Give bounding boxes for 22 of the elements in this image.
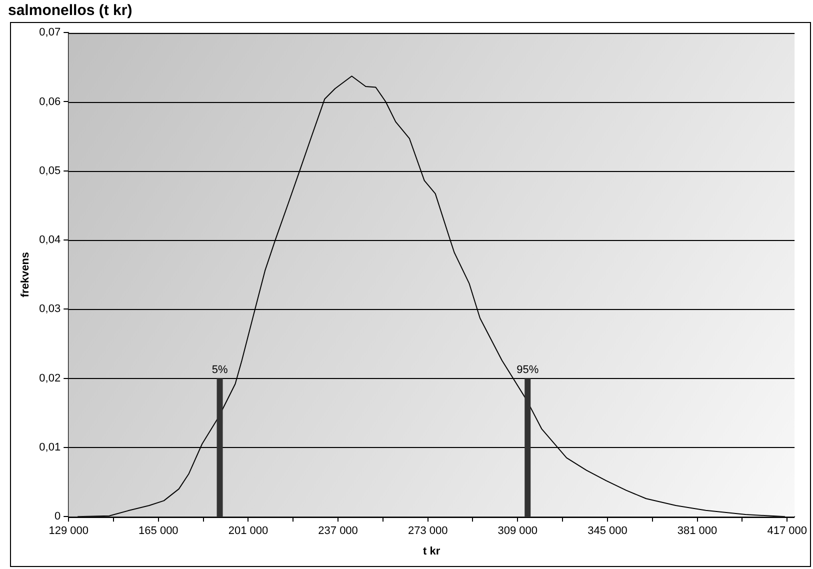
y-tick-label: 0,06 <box>39 96 61 108</box>
y-tick-label: 0,03 <box>39 303 61 316</box>
y-tick-label: 0,01 <box>39 441 61 454</box>
x-tick-label: 273 000 <box>408 525 448 538</box>
y-tick-label: 0,04 <box>39 234 61 246</box>
chart-title: salmonellos (t kr) <box>7 1 134 21</box>
x-tick-label: 345 000 <box>588 525 628 538</box>
x-axis-title: t kr <box>423 545 441 558</box>
y-axis-title: frekvens <box>20 252 32 298</box>
annotation: 5% <box>212 364 228 376</box>
x-tick-label: 417 000 <box>767 525 807 538</box>
y-tick-label: 0,07 <box>39 26 61 39</box>
x-tick-label: 165 000 <box>138 525 178 538</box>
y-tick-label: 0,02 <box>39 372 61 384</box>
x-tick-label: 201 000 <box>228 525 268 538</box>
y-tick-label: 0,05 <box>39 164 61 177</box>
y-tick-label: 0 <box>54 510 61 523</box>
x-tick-label: 381 000 <box>677 525 718 538</box>
x-tick-label: 309 000 <box>498 525 538 538</box>
x-tick-label: 237 000 <box>318 525 358 538</box>
x-tick-label: 129 000 <box>48 525 88 538</box>
annotation: 95% <box>516 364 539 376</box>
